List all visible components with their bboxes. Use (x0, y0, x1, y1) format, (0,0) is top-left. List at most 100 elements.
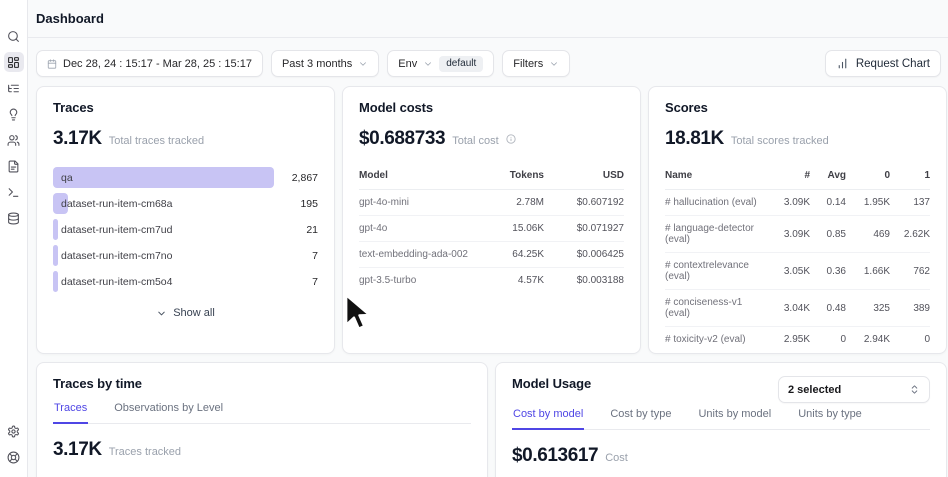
score-name-cell: # contextrelevance (eval) (665, 252, 770, 290)
one-cell: 2.62K (890, 215, 930, 253)
time-preset-value: Past 3 months (281, 57, 353, 70)
column-header: 1 (890, 165, 930, 190)
column-header: # (770, 165, 810, 190)
trace-bar-value: 2,867 (291, 171, 318, 184)
trace-bar-label: dataset-run-item-cm7ud (61, 223, 173, 236)
count-cell: 2.95K (783, 334, 810, 345)
env-badge: default (439, 55, 484, 72)
column-header: 0 (846, 165, 890, 190)
traces-by-time-title: Traces by time (53, 376, 142, 391)
settings-gear-icon[interactable] (4, 421, 24, 441)
traces-bar-list: qa 2,867 dataset-run-item-cm68a 195 data… (53, 167, 318, 292)
traces-card-title: Traces (53, 100, 94, 115)
model-usage-card: Model Usage 2 selected Cost by model Cos… (495, 362, 947, 477)
tokens-cell: 2.78M (478, 189, 544, 216)
scores-card: Scores 18.81K Total scores tracked Name … (648, 86, 947, 376)
support-lifebuoy-icon[interactable] (4, 447, 24, 467)
chevron-down-icon (549, 59, 559, 69)
model-costs-table: Model Tokens USD gpt-4o-mini 2.78M $0.60… (359, 165, 624, 293)
database-icon[interactable] (4, 208, 24, 228)
env-dropdown[interactable]: Env default (387, 50, 495, 77)
zero-cell: 1.66K (846, 252, 890, 290)
bar-chart-icon (836, 57, 849, 70)
request-chart-button[interactable]: Request Chart (824, 50, 941, 77)
scores-title: Scores (665, 100, 708, 115)
chevron-down-icon (423, 59, 433, 69)
trace-bar-value: 195 (300, 197, 318, 210)
trace-bar-label: dataset-run-item-cm5o4 (61, 275, 173, 288)
trace-bar-row[interactable]: dataset-run-item-cm7ud 21 (53, 219, 318, 240)
sidebar (0, 0, 28, 477)
model-usage-selector[interactable]: 2 selected (778, 376, 930, 403)
selector-value: 2 selected (788, 383, 842, 396)
model-costs-title: Model costs (359, 100, 434, 115)
tab-units-by-model[interactable]: Units by model (698, 408, 772, 420)
tab-units-by-type[interactable]: Units by type (798, 408, 862, 420)
model-usage-title: Model Usage (512, 376, 592, 391)
zero-cell: 1.95K (846, 189, 890, 216)
one-cell: 137 (890, 189, 930, 216)
table-row: # contextrelevance (eval) 3.05K 0.36 1.6… (665, 252, 930, 290)
trace-bar-value: 21 (306, 223, 318, 236)
model-usage-total: $0.613617 (512, 445, 599, 466)
terminal-icon[interactable] (4, 182, 24, 202)
usd-cell: $0.006425 (544, 241, 624, 268)
model-cell: gpt-4o (359, 215, 478, 242)
top-header: Dashboard (28, 0, 948, 38)
calendar-icon (47, 58, 57, 69)
trace-bar-label: qa (61, 171, 73, 184)
model-costs-total-label: Total cost (452, 135, 499, 147)
trace-bar-row[interactable]: qa 2,867 (53, 167, 318, 188)
lightbulb-icon[interactable] (4, 104, 24, 124)
trace-bar-row[interactable]: dataset-run-item-cm5o4 7 (53, 271, 318, 292)
tab-traces[interactable]: Traces (53, 402, 89, 424)
usd-cell: $0.003188 (576, 275, 624, 286)
trace-bar (53, 245, 58, 266)
users-icon[interactable] (4, 130, 24, 150)
one-cell: 762 (890, 252, 930, 290)
tab-cost-by-type[interactable]: Cost by type (610, 408, 672, 420)
one-cell: 389 (890, 289, 930, 327)
zero-cell: 325 (846, 289, 890, 327)
tokens-cell: 64.25K (478, 241, 544, 268)
trace-bar-row[interactable]: dataset-run-item-cm7no 7 (53, 245, 318, 266)
column-header: Avg (810, 165, 846, 190)
tracing-list-tree-icon[interactable] (4, 78, 24, 98)
model-usage-total-label: Cost (605, 452, 628, 464)
trace-bar (53, 167, 274, 188)
traces-show-all-button[interactable]: Show all (53, 307, 318, 319)
filter-bar: Dec 28, 24 : 15:17 - Mar 28, 25 : 15:17 … (36, 50, 941, 77)
table-row: text-embedding-ada-002 64.25K $0.006425 (359, 241, 624, 268)
avg-cell: 0.14 (810, 189, 846, 216)
model-cell: text-embedding-ada-002 (359, 241, 478, 268)
traces-card: Traces 3.17K Total traces tracked qa 2,8… (36, 86, 335, 354)
time-preset-dropdown[interactable]: Past 3 months (270, 50, 380, 77)
column-header: Model (359, 165, 478, 190)
trace-bar (53, 193, 69, 214)
dashboard-icon[interactable] (3, 52, 24, 72)
document-icon[interactable] (4, 156, 24, 176)
info-icon[interactable] (506, 134, 516, 144)
filters-dropdown[interactable]: Filters (502, 50, 571, 77)
model-costs-total: $0.688733 (359, 128, 446, 149)
scores-table: Name # Avg 0 1 # hallucination (eval) 3.… (665, 165, 930, 352)
chevron-down-icon (358, 59, 368, 69)
search-icon[interactable] (4, 26, 24, 46)
date-range-value: Dec 28, 24 : 15:17 - Mar 28, 25 : 15:17 (63, 57, 252, 70)
score-name-cell: # toxicity-v2 (eval) (665, 334, 746, 345)
page-title: Dashboard (36, 11, 104, 26)
trace-bar-label: dataset-run-item-cm7no (61, 249, 173, 262)
table-row: # toxicity-v2 (eval) 2.95K 0 2.94K 0 (665, 327, 930, 353)
trace-bar-row[interactable]: dataset-run-item-cm68a 195 (53, 193, 318, 214)
tab-cost-by-model[interactable]: Cost by model (512, 408, 585, 430)
table-row: # conciseness-v1 (eval) 3.04K 0.48 325 3… (665, 289, 930, 327)
score-name-cell: # language-detector (eval) (665, 215, 770, 253)
score-name-cell: # hallucination (eval) (665, 189, 770, 216)
usd-cell: $0.607192 (544, 189, 624, 216)
table-row: gpt-4o 15.06K $0.071927 (359, 215, 624, 242)
trace-bar-value: 7 (312, 249, 318, 262)
tab-observations-by-level[interactable]: Observations by Level (114, 402, 224, 414)
date-range-picker[interactable]: Dec 28, 24 : 15:17 - Mar 28, 25 : 15:17 (36, 50, 263, 77)
count-cell: 3.04K (770, 289, 810, 327)
traces-by-time-tabs: Traces Observations by Level (53, 402, 471, 424)
